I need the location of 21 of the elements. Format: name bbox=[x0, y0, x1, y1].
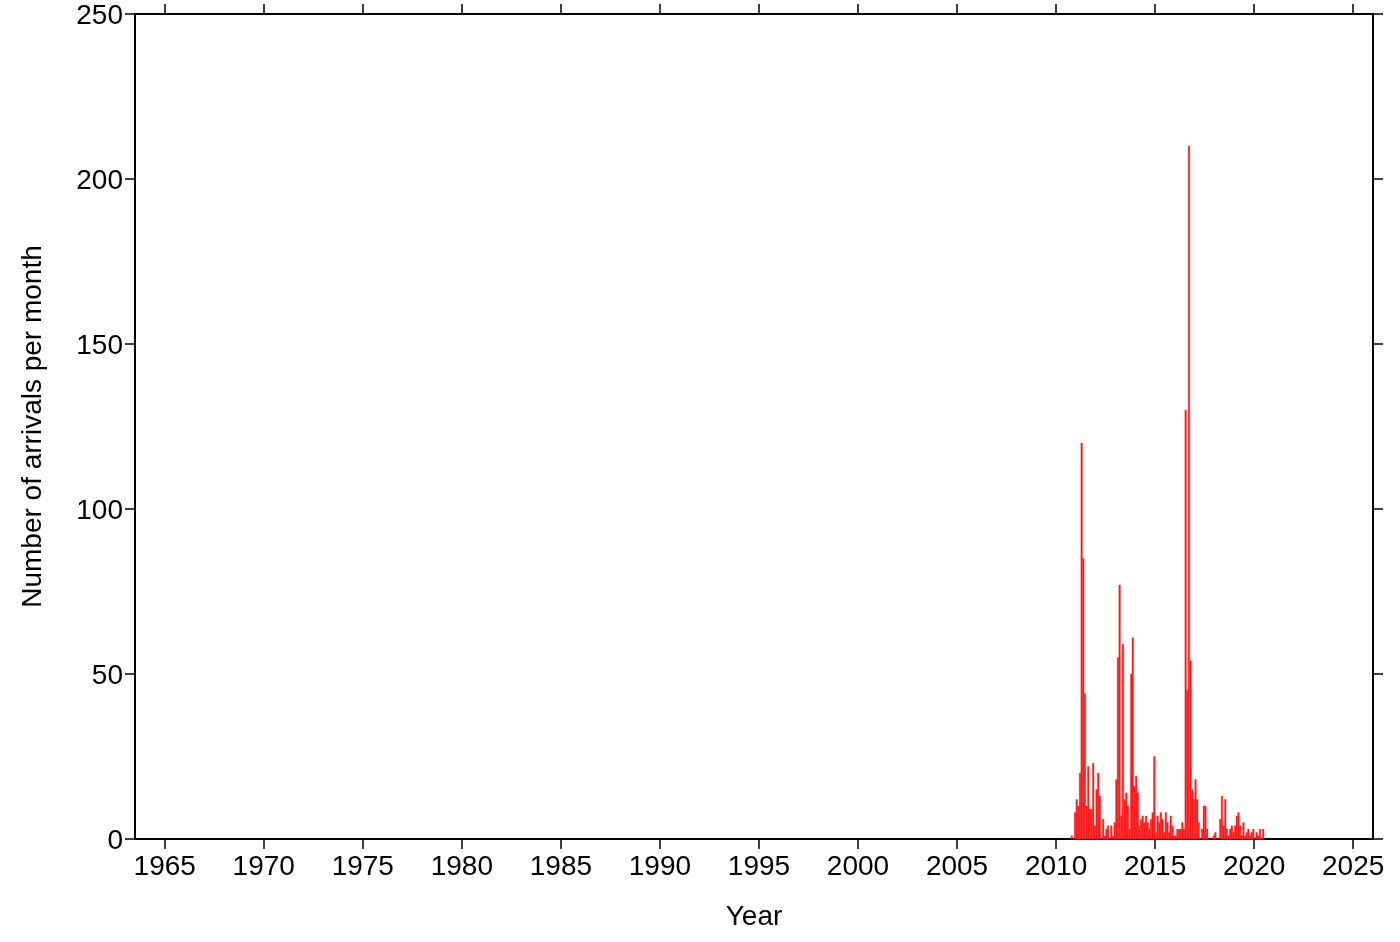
x-tick-label: 1990 bbox=[628, 849, 692, 881]
y-tick-label: 50 bbox=[91, 658, 123, 690]
y-tick-label: 200 bbox=[76, 163, 123, 195]
y-tick-label: 250 bbox=[76, 0, 123, 30]
x-tick-label: 2015 bbox=[1123, 849, 1187, 881]
x-tick-label: 2020 bbox=[1223, 849, 1286, 881]
x-tick-label: 1965 bbox=[133, 849, 196, 881]
x-tick-label: 2025 bbox=[1322, 849, 1385, 881]
x-tick-label: 2000 bbox=[826, 849, 890, 881]
x-tick-label: 1985 bbox=[529, 849, 593, 881]
y-axis-title: Number of arrivals per month bbox=[15, 245, 47, 608]
x-tick-label: 1995 bbox=[727, 849, 791, 881]
x-tick-label: 1970 bbox=[232, 849, 295, 881]
x-tick-label: 2005 bbox=[925, 849, 989, 881]
x-axis-title: Year bbox=[725, 899, 783, 931]
y-tick-label: 100 bbox=[76, 493, 123, 525]
y-tick-label: 0 bbox=[107, 823, 123, 855]
y-tick-label: 150 bbox=[76, 328, 123, 360]
x-tick-label: 1980 bbox=[430, 849, 493, 881]
x-tick-label: 1975 bbox=[331, 849, 394, 881]
x-tick-label: 2010 bbox=[1024, 849, 1088, 881]
